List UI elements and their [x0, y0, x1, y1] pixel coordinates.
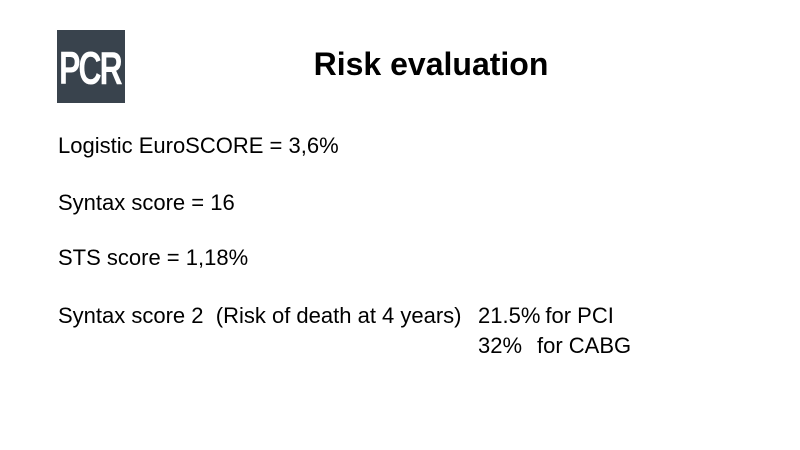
- score-line-syntax-score: Syntax score = 16: [58, 190, 235, 215]
- slide-title: Risk evaluation: [313, 46, 549, 82]
- risk-values-column: 21.5% for PCI 32% for CABG: [478, 301, 631, 361]
- pcr-logo-text: PCR: [59, 42, 123, 94]
- risk-value-cabg: 32%: [478, 333, 523, 358]
- risk-label-cabg: for CABG: [537, 333, 632, 358]
- risk-row-cabg: 32% for CABG: [478, 331, 631, 361]
- risk-row-pci: 21.5% for PCI: [478, 301, 631, 331]
- risk-label-pci: for PCI: [545, 303, 614, 328]
- score-line-logistic-euroscore: Logistic EuroSCORE = 3,6%: [58, 133, 339, 158]
- score-line-syntax-score-2: Syntax score 2 (Risk of death at 4 years…: [58, 303, 462, 328]
- pcr-logo: PCR: [57, 30, 125, 103]
- risk-value-pci: 21.5%: [478, 303, 541, 328]
- score-line-sts-score: STS score = 1,18%: [58, 245, 249, 270]
